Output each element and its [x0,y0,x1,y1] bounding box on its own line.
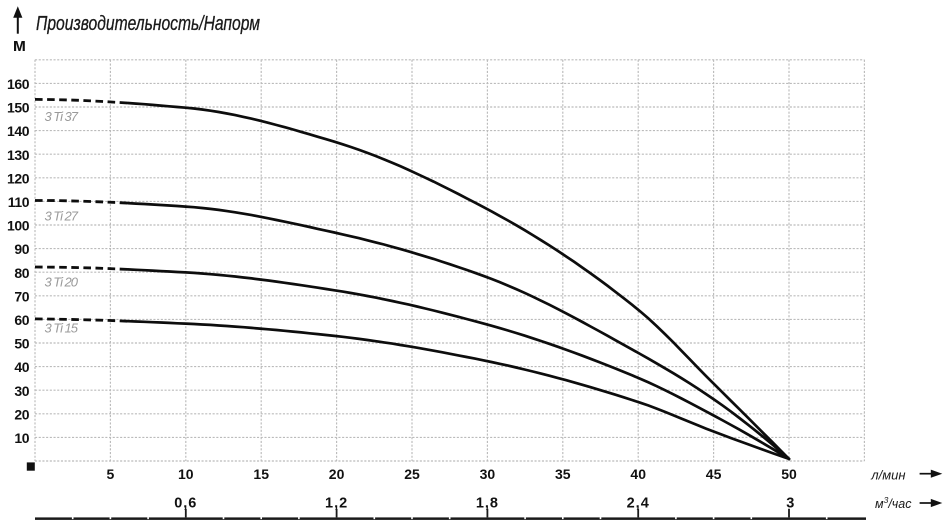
svg-text:60: 60 [14,312,29,328]
svg-text:3 Ti 15: 3 Ti 15 [45,320,79,335]
svg-text:40: 40 [630,466,646,482]
svg-text:160: 160 [7,76,30,92]
svg-text:0,6: 0,6 [174,495,197,511]
svg-text:м: м [13,35,26,55]
svg-text:3 Ti 27: 3 Ti 27 [45,208,79,223]
svg-text:120: 120 [7,170,30,186]
svg-text:3: 3 [786,495,795,511]
svg-text:5: 5 [107,466,115,482]
svg-text:45: 45 [706,466,722,482]
svg-text:90: 90 [14,241,29,257]
svg-text:150: 150 [7,100,30,116]
svg-text:140: 140 [7,123,30,139]
svg-text:50: 50 [781,466,797,482]
svg-text:30: 30 [14,383,29,399]
svg-text:1,8: 1,8 [476,495,499,511]
svg-text:30: 30 [480,466,496,482]
svg-text:20: 20 [14,406,29,422]
svg-text:1,2: 1,2 [325,495,348,511]
svg-text:Производительность/Напорм: Производительность/Напорм [36,13,260,35]
svg-text:100: 100 [7,218,30,234]
svg-text:л/мин: л/мин [870,467,905,482]
svg-text:м3/час: м3/час [875,495,912,511]
svg-text:20: 20 [329,466,345,482]
svg-text:110: 110 [8,194,30,210]
svg-text:50: 50 [14,336,29,352]
svg-text:70: 70 [14,288,29,304]
svg-text:25: 25 [404,466,420,482]
svg-text:35: 35 [555,466,571,482]
svg-text:40: 40 [14,359,29,375]
svg-text:15: 15 [253,466,269,482]
svg-text:130: 130 [7,147,30,163]
svg-text:10: 10 [178,466,194,482]
svg-text:10: 10 [14,430,29,446]
svg-text:80: 80 [14,265,29,281]
svg-text:2,4: 2,4 [627,495,650,511]
svg-text:3 Ti 20: 3 Ti 20 [45,274,79,289]
svg-text:3 Ti 37: 3 Ti 37 [45,109,79,124]
